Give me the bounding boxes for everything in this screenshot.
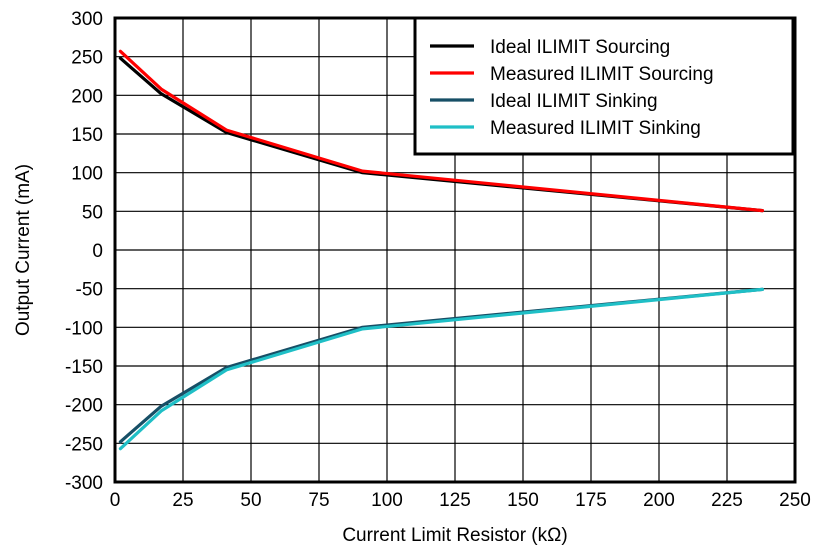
legend-label: Measured ILIMIT Sinking — [490, 118, 701, 139]
x-tick-label: 0 — [110, 490, 121, 511]
series-line-3 — [118, 287, 765, 451]
y-tick-label: -150 — [65, 357, 103, 378]
y-tick-label: 250 — [71, 48, 103, 69]
x-axis-title: Current Limit Resistor (kΩ) — [342, 525, 567, 546]
x-tick-label: 25 — [172, 490, 193, 511]
legend-label: Measured ILIMIT Sourcing — [490, 64, 714, 85]
series-line-1 — [118, 49, 765, 213]
y-tick-label: -300 — [65, 473, 103, 494]
y-tick-label: 200 — [71, 86, 103, 107]
x-tick-label: 225 — [711, 490, 743, 511]
y-axis-title: Output Current (mA) — [13, 164, 34, 336]
y-tick-label: -100 — [65, 318, 103, 339]
x-tick-label: 75 — [308, 490, 329, 511]
legend-label: Ideal ILIMIT Sourcing — [490, 37, 670, 58]
x-tick-label: 125 — [439, 490, 471, 511]
y-tick-label: 50 — [82, 202, 103, 223]
x-tick-label: 50 — [240, 490, 261, 511]
y-tick-label: -200 — [65, 396, 103, 417]
x-tick-labels: 0 25 50 75 100 125 150 175 200 225 250 — [110, 490, 811, 511]
series-lines — [118, 49, 765, 451]
y-tick-label: 0 — [92, 241, 103, 262]
x-tick-label: 200 — [643, 490, 675, 511]
x-tick-label: 150 — [507, 490, 539, 511]
y-tick-labels: 300 250 200 150 100 50 0 -50 -100 -150 -200 -250 -30… — [65, 9, 103, 494]
y-tick-label: 100 — [71, 164, 103, 185]
legend: Ideal ILIMIT Sourcing Measured ILIMIT Sou… — [413, 16, 795, 156]
legend-label: Ideal ILIMIT Sinking — [490, 91, 658, 112]
x-tick-label: 100 — [371, 490, 403, 511]
y-tick-label: -250 — [65, 434, 103, 455]
x-tick-label: 175 — [575, 490, 607, 511]
y-tick-label: 150 — [71, 125, 103, 146]
legend-box — [413, 16, 795, 156]
x-tick-label: 250 — [779, 490, 811, 511]
y-tick-label: 300 — [71, 9, 103, 30]
y-tick-label: -50 — [76, 280, 103, 301]
